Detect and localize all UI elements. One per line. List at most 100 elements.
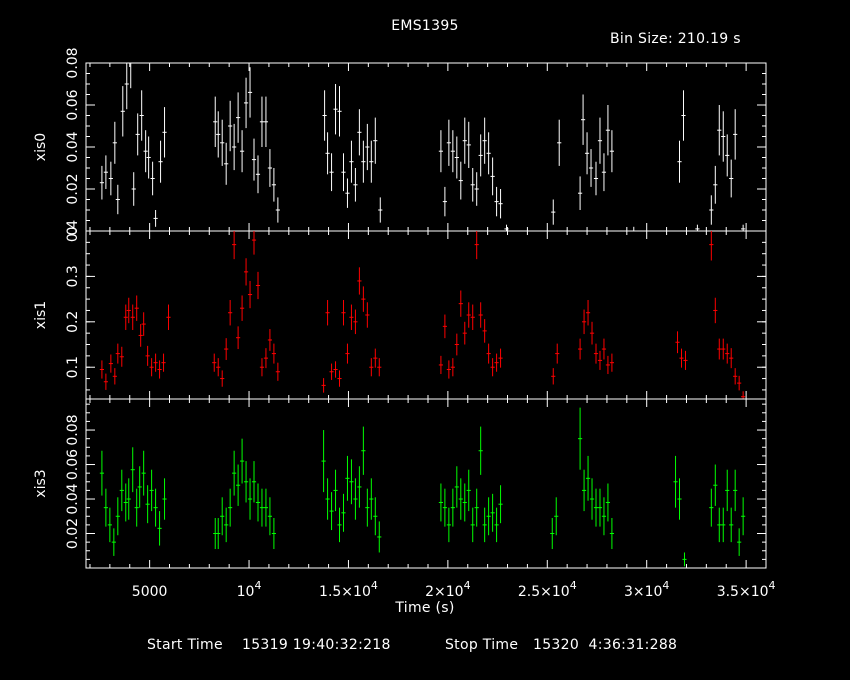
stop-time-label: Stop Time <box>445 637 519 653</box>
data-point-xis0 <box>365 123 370 171</box>
data-point-xis0 <box>216 111 221 158</box>
data-point-xis3 <box>145 485 150 524</box>
data-point-xis0 <box>498 189 503 219</box>
data-point-xis0 <box>681 90 686 141</box>
data-point-xis1 <box>357 267 362 295</box>
data-point-xis1 <box>224 338 229 360</box>
data-point-xis3 <box>474 488 479 527</box>
data-point-xis3 <box>673 455 678 508</box>
data-point-xis0 <box>357 109 362 156</box>
data-point-xis3 <box>325 478 330 520</box>
data-point-xis1 <box>228 300 233 326</box>
data-point-xis0 <box>729 159 734 198</box>
data-point-xis0 <box>243 77 249 129</box>
data-point-xis3 <box>438 483 443 522</box>
data-point-xis1 <box>377 358 382 377</box>
data-point-xis0 <box>605 105 611 156</box>
data-point-xis0 <box>228 100 233 152</box>
data-point-xis0 <box>369 140 374 183</box>
data-point-xis0 <box>588 149 594 187</box>
data-point-xis1 <box>361 286 366 312</box>
x-tick-label: 3×104 <box>624 579 669 600</box>
data-point-xis3 <box>247 478 253 520</box>
data-point-xis3 <box>682 552 687 567</box>
data-point-xis0 <box>584 132 590 175</box>
data-point-xis0 <box>494 186 499 217</box>
data-point-xis1 <box>220 370 225 387</box>
data-point-xis0 <box>353 168 358 202</box>
data-point-xis3 <box>554 497 559 536</box>
panel-xis3: 0.02 0.04 0.06 0.08 xis3 <box>33 398 767 569</box>
data-point-xis1 <box>232 231 237 260</box>
data-point-xis3 <box>373 497 378 536</box>
data-point-xis1 <box>321 378 326 393</box>
data-point-xis0 <box>224 142 229 185</box>
data-point-xis0 <box>255 155 261 194</box>
data-point-xis0 <box>578 176 583 210</box>
data-point-xis0 <box>551 199 556 225</box>
data-point-xis3 <box>486 497 491 536</box>
data-point-xis1 <box>369 358 374 377</box>
data-point-xis1 <box>123 304 128 330</box>
y-tick-label-xis3: 0.02 <box>65 518 81 549</box>
data-point-xis3 <box>478 426 483 475</box>
data-point-xis3 <box>259 488 265 527</box>
y-tick-label-xis3: 0.04 <box>65 483 81 514</box>
y-tick-label-xis0: 0.06 <box>65 89 81 120</box>
data-point-xis0 <box>597 117 603 164</box>
data-point-xis0 <box>128 62 133 89</box>
data-point-xis1 <box>353 309 358 335</box>
data-point-xis0 <box>609 130 614 173</box>
data-point-xis3 <box>228 488 233 527</box>
data-point-xis3 <box>321 430 326 493</box>
data-point-xis0 <box>725 134 730 177</box>
data-point-xis3 <box>357 466 362 508</box>
data-point-xis3 <box>137 466 142 508</box>
data-point-xis1 <box>713 297 718 324</box>
data-point-xis3 <box>255 483 261 522</box>
data-point-xis1 <box>149 358 154 377</box>
data-point-xis1 <box>349 304 354 330</box>
panel-frame-xis3 <box>85 398 767 569</box>
y-tick-label-xis0: 0.02 <box>65 173 81 204</box>
data-point-xis1 <box>683 350 688 370</box>
data-point-xis0 <box>733 109 738 160</box>
data-point-xis3 <box>271 517 276 550</box>
data-point-xis1 <box>733 368 738 385</box>
data-point-xis3 <box>103 488 108 527</box>
data-point-xis0 <box>470 168 475 202</box>
data-point-xis0 <box>267 149 273 187</box>
data-point-xis3 <box>458 478 463 520</box>
data-point-xis3 <box>721 507 726 543</box>
data-point-xis0 <box>450 130 455 173</box>
data-point-xis0 <box>158 140 163 183</box>
data-point-xis3 <box>236 464 241 506</box>
data-point-xis1 <box>741 391 746 399</box>
data-point-xis0 <box>236 92 241 143</box>
data-point-xis0 <box>373 117 378 164</box>
data-point-xis0 <box>438 130 443 173</box>
data-point-xis1 <box>161 353 166 372</box>
data-point-xis0 <box>247 67 253 118</box>
panels-group: 0 0.02 0.04 0.06 0.08 xis0 0.1 0.2 0.3 0.4 xis1 0.0… <box>33 47 776 600</box>
bin-size-label: Bin Size: 210.19 s <box>610 31 741 47</box>
data-point-xis0 <box>139 90 144 141</box>
data-point-xis1 <box>470 304 475 330</box>
data-point-xis3 <box>149 469 154 512</box>
data-point-xis0 <box>124 63 129 110</box>
data-point-xis1 <box>454 333 459 356</box>
data-point-xis0 <box>232 123 237 171</box>
data-point-xis3 <box>119 469 124 512</box>
data-point-xis0 <box>333 84 338 135</box>
data-point-xis3 <box>263 488 269 527</box>
data-point-xis3 <box>442 488 447 527</box>
data-point-xis0 <box>251 138 257 181</box>
data-point-xis3 <box>462 483 467 522</box>
data-point-xis0 <box>99 165 104 200</box>
data-point-xis3 <box>677 478 682 520</box>
data-point-xis0 <box>341 153 346 192</box>
data-point-xis0 <box>482 117 487 164</box>
x-axis-label: Time (s) <box>395 600 455 616</box>
data-point-xis0 <box>458 161 463 200</box>
data-point-xis3 <box>130 447 135 493</box>
